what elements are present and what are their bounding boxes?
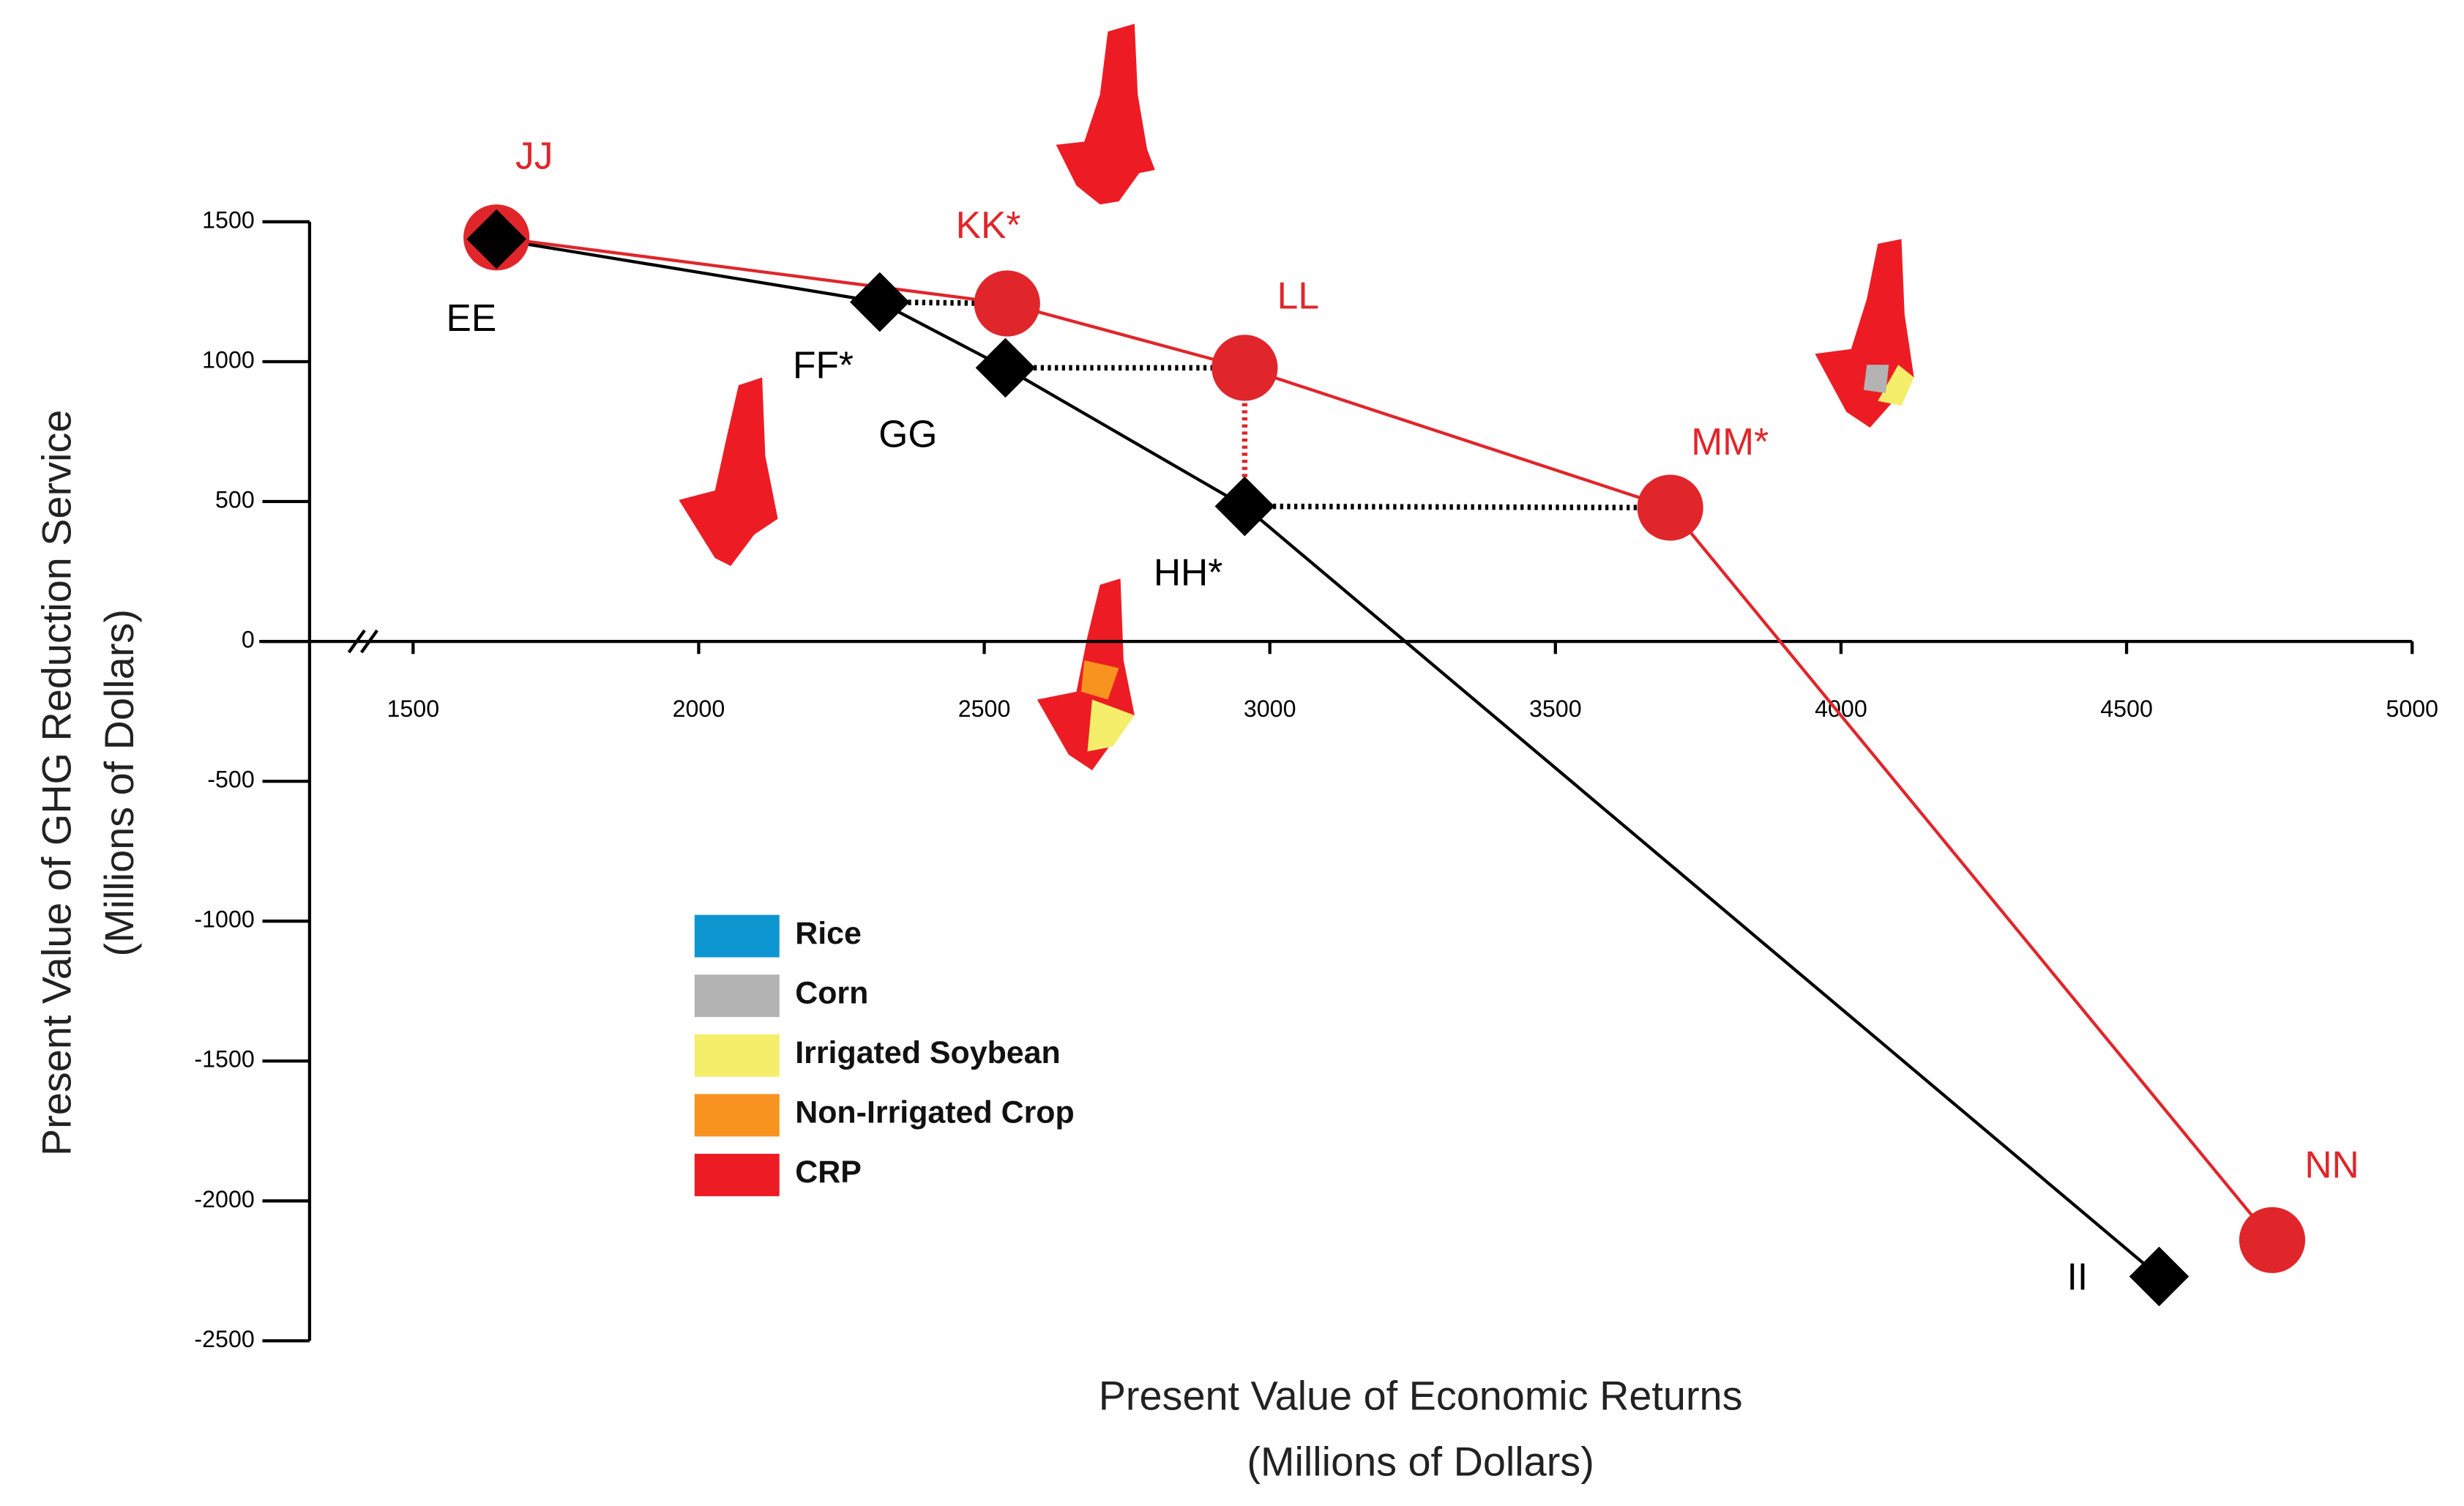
y-tick-label: 0: [242, 627, 255, 653]
x-tick-label: 3000: [1244, 696, 1296, 722]
legend-label: Rice: [795, 916, 862, 951]
point-label: LL: [1277, 275, 1319, 317]
y-tick-label: 1500: [202, 206, 255, 233]
map-thumbnails: [679, 23, 1914, 771]
legend-swatch: [694, 1094, 780, 1137]
legend-swatch: [694, 914, 780, 958]
y-tick-label: -500: [207, 767, 254, 793]
y-tick-label: -2500: [194, 1326, 254, 1352]
x-axis-label: Present Value of Economic Returns: [1099, 1373, 1743, 1419]
point-label: KK*: [956, 204, 1021, 246]
series-line: [496, 236, 2274, 1242]
diamond-marker: [2129, 1246, 2189, 1307]
legend-label: Irrigated Soybean: [795, 1035, 1061, 1070]
x-axis-label: (Millions of Dollars): [1247, 1439, 1594, 1485]
legend-swatch: [694, 1153, 780, 1196]
y-tick-label: 500: [215, 487, 255, 513]
connector: [1244, 503, 1670, 511]
circle-marker: [2239, 1207, 2306, 1273]
point-label: HH*: [1154, 551, 1222, 594]
y-axis-label: Present Value of GHG Reduction Service: [33, 410, 79, 1156]
x-tick-label: 5000: [2386, 696, 2438, 722]
axis-break: [347, 629, 366, 654]
legend-swatch: [694, 974, 780, 1018]
legend-label: Corn: [795, 975, 868, 1010]
y-axis-label: (Millions of Dollars): [96, 609, 142, 956]
point-label: GG: [878, 412, 937, 455]
y-tick-label: -1000: [194, 906, 254, 933]
diamond-marker: [849, 272, 910, 332]
circle-marker: [974, 270, 1040, 337]
x-tick-label: 2500: [958, 696, 1011, 722]
diamond-marker: [1214, 476, 1275, 537]
point-label: NN: [2304, 1144, 2359, 1186]
axis-break: [359, 629, 378, 654]
y-tick-label: 1000: [202, 346, 255, 373]
circle-marker: [1212, 335, 1278, 401]
x-tick-label: 2000: [673, 696, 725, 722]
diamond-marker: [466, 209, 527, 269]
circle-marker: [1637, 474, 1703, 541]
y-tick-label: -1500: [194, 1046, 254, 1073]
x-tick-label: 1500: [387, 696, 440, 722]
point-label: JJ: [515, 135, 553, 177]
point-label: EE: [447, 297, 497, 339]
y-tick-label: -2000: [194, 1186, 254, 1212]
legend-label: CRP: [795, 1155, 862, 1190]
x-tick-label: 4000: [1815, 696, 1867, 722]
x-tick-label: 3500: [1529, 696, 1582, 722]
diamond-marker: [975, 338, 1036, 398]
x-tick-label: 4500: [2100, 696, 2153, 722]
point-label: FF*: [793, 343, 854, 386]
point-label: MM*: [1691, 420, 1769, 463]
point-label: II: [2067, 1255, 2088, 1297]
legend-label: Non-Irrigated Crop: [795, 1095, 1075, 1130]
legend-swatch: [694, 1034, 780, 1077]
